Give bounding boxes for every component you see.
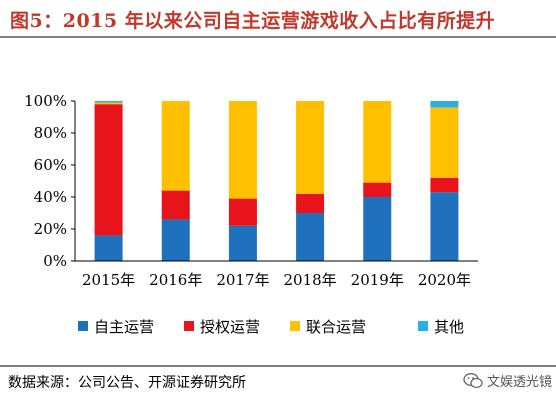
x-axis: 2015年 2016年 2017年 2018年 2019年 2020年 — [75, 260, 478, 289]
x-tick-label: 2020年 — [418, 271, 471, 289]
data-source-note: 数据来源：公司公告、开源证券研究所 — [8, 375, 246, 391]
x-tick-label: 2017年 — [216, 271, 269, 289]
legend-label: 授权运营 — [200, 318, 260, 336]
legend-swatch — [418, 321, 428, 331]
bar-segment — [228, 198, 257, 226]
wechat-icon — [463, 372, 483, 388]
bar-segment — [94, 101, 123, 103]
x-tick-label: 2015年 — [82, 271, 135, 289]
y-tick-label: 0% — [43, 252, 67, 270]
bar-segment — [161, 190, 190, 220]
bar-segment — [363, 197, 392, 261]
bar-segment — [296, 193, 325, 213]
top-divider — [0, 36, 556, 38]
bar-segment — [228, 225, 257, 261]
bar-segment — [296, 101, 325, 194]
chart-title: 图5：2015 年以来公司自主运营游戏收入占比有所提升 — [10, 10, 496, 32]
bar-segment — [94, 102, 123, 105]
bars-group — [94, 101, 459, 261]
legend-label: 联合运营 — [306, 318, 366, 336]
x-tick-label: 2019年 — [351, 271, 404, 289]
bar-segment — [430, 177, 459, 193]
bar-segment — [296, 213, 325, 261]
legend-swatch — [184, 321, 194, 331]
bar-segment — [94, 104, 123, 236]
bar-segment — [430, 101, 459, 108]
legend: 自主运营 授权运营 联合运营 其他 — [78, 318, 464, 336]
watermark: 文娱透光镜 — [463, 371, 552, 390]
stacked-bar-chart: 0%20%40%60%80%100% 2015年 2016年 2017年 2018年 2… — [24, 92, 478, 336]
bar-segment — [228, 101, 257, 199]
watermark-text: 文娱透光镜 — [486, 375, 552, 390]
y-tick-label: 40% — [34, 188, 67, 206]
legend-label: 自主运营 — [94, 318, 154, 336]
bar-segment — [161, 219, 190, 261]
legend-swatch — [290, 321, 300, 331]
y-tick-label: 80% — [34, 124, 67, 142]
bar-segment — [161, 101, 190, 191]
y-tick-label: 20% — [34, 220, 67, 238]
bar-segment — [94, 235, 123, 261]
legend-swatch — [78, 321, 88, 331]
bar-segment — [430, 107, 459, 178]
bottom-divider — [0, 365, 556, 367]
legend-label: 其他 — [434, 318, 464, 336]
bar-segment — [363, 182, 392, 197]
bar-segment — [430, 192, 459, 261]
x-tick-label: 2018年 — [283, 271, 336, 289]
y-axis: 0% 20% 40% 60% 80% 100% — [24, 92, 76, 270]
bar-segment — [363, 101, 392, 183]
x-tick-label: 2016年 — [149, 271, 202, 289]
y-tick-label: 100% — [24, 92, 67, 110]
y-tick-label: 60% — [34, 156, 67, 174]
